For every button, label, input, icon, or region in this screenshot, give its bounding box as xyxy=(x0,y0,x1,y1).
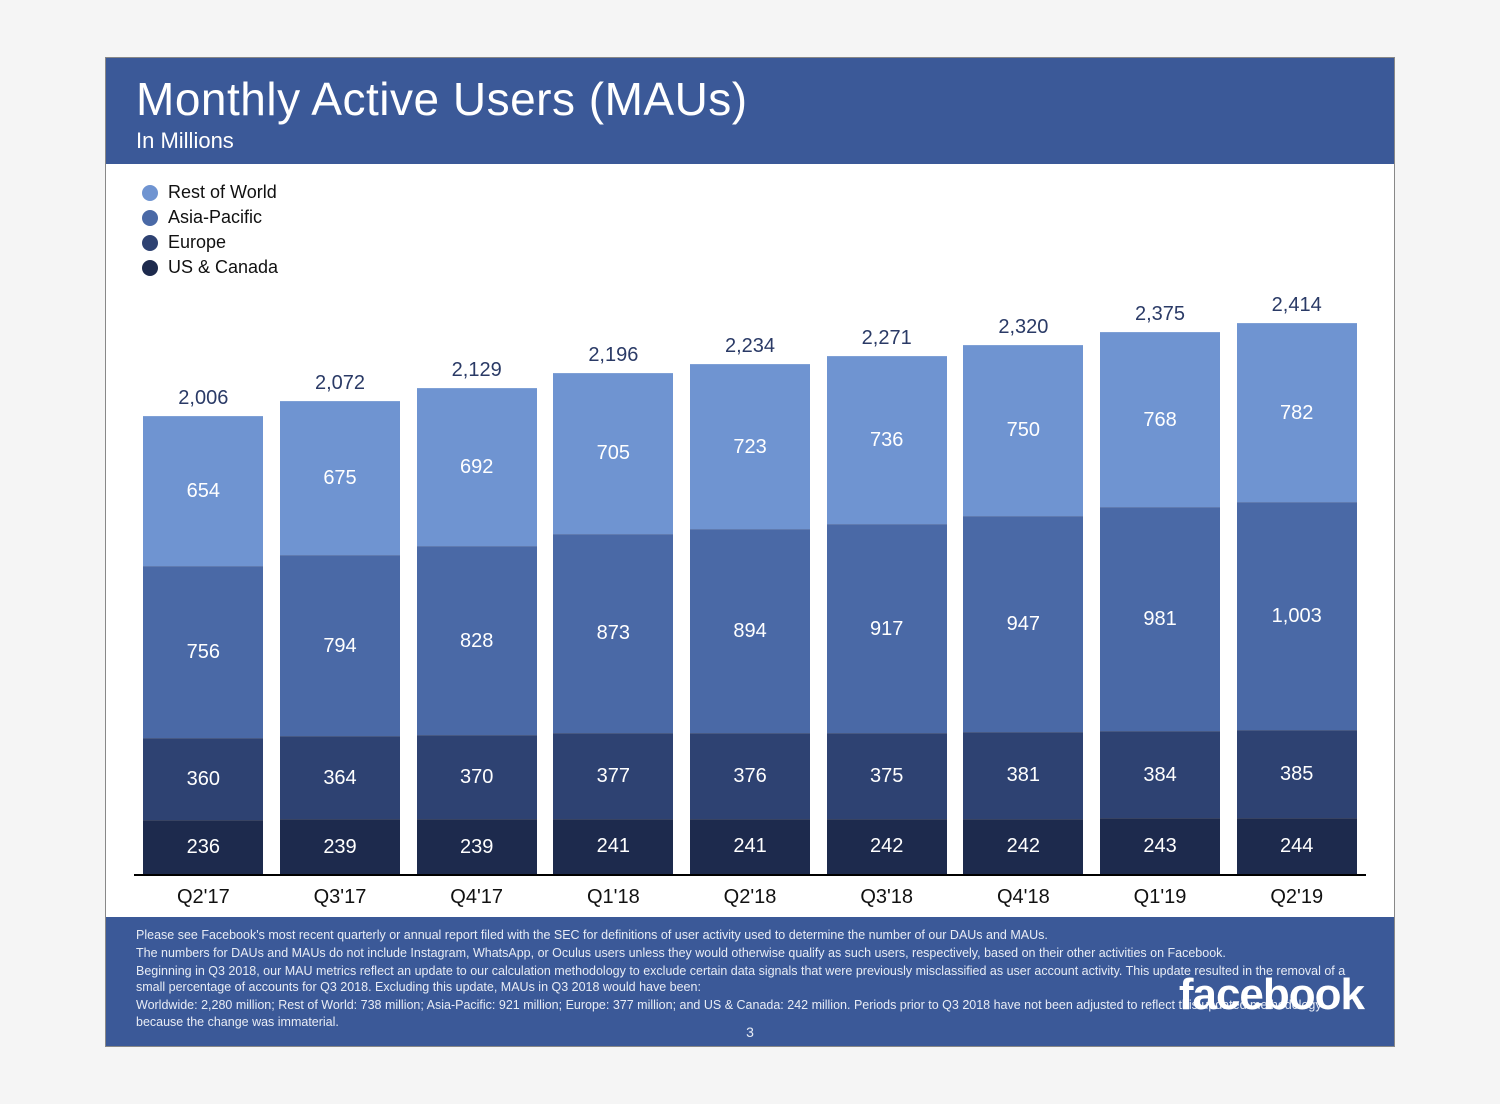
bar-segment-rest_world: 782 xyxy=(1237,323,1357,501)
x-axis-label: Q4'17 xyxy=(411,886,542,909)
legend-swatch xyxy=(142,185,158,201)
bar-segment-us_canada: 241 xyxy=(690,819,810,874)
bar-segment-europe: 375 xyxy=(827,733,947,819)
x-axis-label: Q1'18 xyxy=(548,886,679,909)
bar-total-label: 2,375 xyxy=(1135,303,1185,326)
bar-segment-europe: 377 xyxy=(553,733,673,819)
bar-total-label: 2,196 xyxy=(588,344,638,367)
x-axis-label: Q1'19 xyxy=(1095,886,1226,909)
bar-segment-rest_world: 705 xyxy=(553,373,673,534)
bar-segment-asia_pacific: 947 xyxy=(963,516,1083,732)
bar-segment-us_canada: 242 xyxy=(963,819,1083,874)
bar-total-label: 2,072 xyxy=(315,372,365,395)
legend: Rest of World Asia-Pacific Europe US & Cana… xyxy=(142,182,1366,278)
legend-item: Asia-Pacific xyxy=(142,207,1366,228)
legend-label: Europe xyxy=(168,232,226,253)
bar-column: 2,234 241376894723 xyxy=(685,335,816,873)
bar-column: 2,271 242375917736 xyxy=(821,327,952,874)
bar-segment-us_canada: 239 xyxy=(417,819,537,873)
bar-segment-asia_pacific: 1,003 xyxy=(1237,502,1357,731)
bar-column: 2,320 242381947750 xyxy=(958,316,1089,874)
x-axis-label: Q2'17 xyxy=(138,886,269,909)
legend-label: Rest of World xyxy=(168,182,277,203)
bar-segment-europe: 385 xyxy=(1237,730,1357,818)
x-axis-label: Q2'19 xyxy=(1231,886,1362,909)
bar-stack: 241376894723 xyxy=(690,364,810,873)
footnote-line: Please see Facebook's most recent quarte… xyxy=(136,927,1364,944)
bar-total-label: 2,414 xyxy=(1272,294,1322,317)
bar-segment-rest_world: 768 xyxy=(1100,332,1220,507)
bar-segment-rest_world: 692 xyxy=(417,388,537,546)
bar-stack: 239364794675 xyxy=(280,401,400,873)
legend-label: US & Canada xyxy=(168,257,278,278)
bar-segment-asia_pacific: 917 xyxy=(827,524,947,733)
bar-column: 2,072 239364794675 xyxy=(275,372,406,873)
x-axis-labels: Q2'17 Q3'17Q4'17 Q1'18 Q2'18Q3'18 Q4'18 Q1'19… xyxy=(134,876,1366,909)
page-number: 3 xyxy=(746,1023,754,1042)
bar-stack: 2443851,003782 xyxy=(1237,323,1357,873)
bar-segment-asia_pacific: 794 xyxy=(280,555,400,736)
bar-segment-rest_world: 750 xyxy=(963,345,1083,516)
bar-column: 2,129 239370828692 xyxy=(411,359,542,873)
bar-segment-europe: 360 xyxy=(143,738,263,820)
x-axis-label: Q3'17 xyxy=(275,886,406,909)
bars-wrap: 2,0062363607566542,0722393647946752,1292… xyxy=(134,286,1366,909)
bar-segment-rest_world: 723 xyxy=(690,364,810,529)
facebook-logo: facebook xyxy=(1179,965,1364,1024)
slide-header: Monthly Active Users (MAUs) In Millions xyxy=(106,58,1394,164)
bar-stack: 239370828692 xyxy=(417,388,537,873)
bar-segment-europe: 364 xyxy=(280,736,400,819)
bar-total-label: 2,320 xyxy=(998,316,1048,339)
bar-column: 2,414 2443851,003782 xyxy=(1231,294,1362,873)
bar-segment-us_canada: 241 xyxy=(553,819,673,874)
bar-segment-asia_pacific: 981 xyxy=(1100,507,1220,731)
legend-item: Europe xyxy=(142,232,1366,253)
bars-container: 2,0062363607566542,0722393647946752,1292… xyxy=(134,286,1366,876)
x-axis-label: Q2'18 xyxy=(685,886,816,909)
slide: Monthly Active Users (MAUs) In Millions … xyxy=(105,57,1395,1047)
legend-swatch xyxy=(142,260,158,276)
bar-stack: 241377873705 xyxy=(553,373,673,874)
legend-swatch xyxy=(142,210,158,226)
bar-stack: 236360756654 xyxy=(143,416,263,873)
bar-stack: 243384981768 xyxy=(1100,332,1220,874)
bar-segment-europe: 370 xyxy=(417,735,537,819)
bar-segment-us_canada: 236 xyxy=(143,820,263,874)
bar-column: 2,006 236360756654 xyxy=(138,387,269,873)
slide-subtitle: In Millions xyxy=(136,128,1364,154)
bar-segment-rest_world: 675 xyxy=(280,401,400,555)
bar-segment-us_canada: 244 xyxy=(1237,818,1357,874)
legend-item: Rest of World xyxy=(142,182,1366,203)
bar-segment-asia_pacific: 828 xyxy=(417,546,537,735)
bar-stack: 242381947750 xyxy=(963,345,1083,874)
bar-segment-rest_world: 736 xyxy=(827,356,947,524)
slide-title: Monthly Active Users (MAUs) xyxy=(136,72,1364,126)
bar-column: 2,196 241377873705 xyxy=(548,344,679,874)
bar-segment-us_canada: 242 xyxy=(827,819,947,874)
bar-segment-europe: 381 xyxy=(963,732,1083,819)
bar-total-label: 2,271 xyxy=(862,327,912,350)
footnote-line: The numbers for DAUs and MAUs do not inc… xyxy=(136,945,1364,962)
bar-segment-rest_world: 654 xyxy=(143,416,263,565)
bar-total-label: 2,234 xyxy=(725,335,775,358)
legend-swatch xyxy=(142,235,158,251)
bar-segment-us_canada: 243 xyxy=(1100,818,1220,873)
slide-footer: Please see Facebook's most recent quarte… xyxy=(106,917,1394,1046)
bar-segment-europe: 384 xyxy=(1100,731,1220,819)
bar-segment-asia_pacific: 873 xyxy=(553,534,673,733)
x-axis-label: Q3'18 xyxy=(821,886,952,909)
bar-segment-europe: 376 xyxy=(690,733,810,819)
bar-total-label: 2,129 xyxy=(452,359,502,382)
bar-column: 2,375 243384981768 xyxy=(1095,303,1226,874)
bar-total-label: 2,006 xyxy=(178,387,228,410)
legend-label: Asia-Pacific xyxy=(168,207,262,228)
bar-segment-us_canada: 239 xyxy=(280,819,400,873)
bar-segment-asia_pacific: 756 xyxy=(143,566,263,738)
x-axis-label: Q4'18 xyxy=(958,886,1089,909)
bar-stack: 242375917736 xyxy=(827,356,947,874)
bar-segment-asia_pacific: 894 xyxy=(690,529,810,733)
legend-item: US & Canada xyxy=(142,257,1366,278)
chart-area: Rest of World Asia-Pacific Europe US & Cana… xyxy=(106,164,1394,917)
